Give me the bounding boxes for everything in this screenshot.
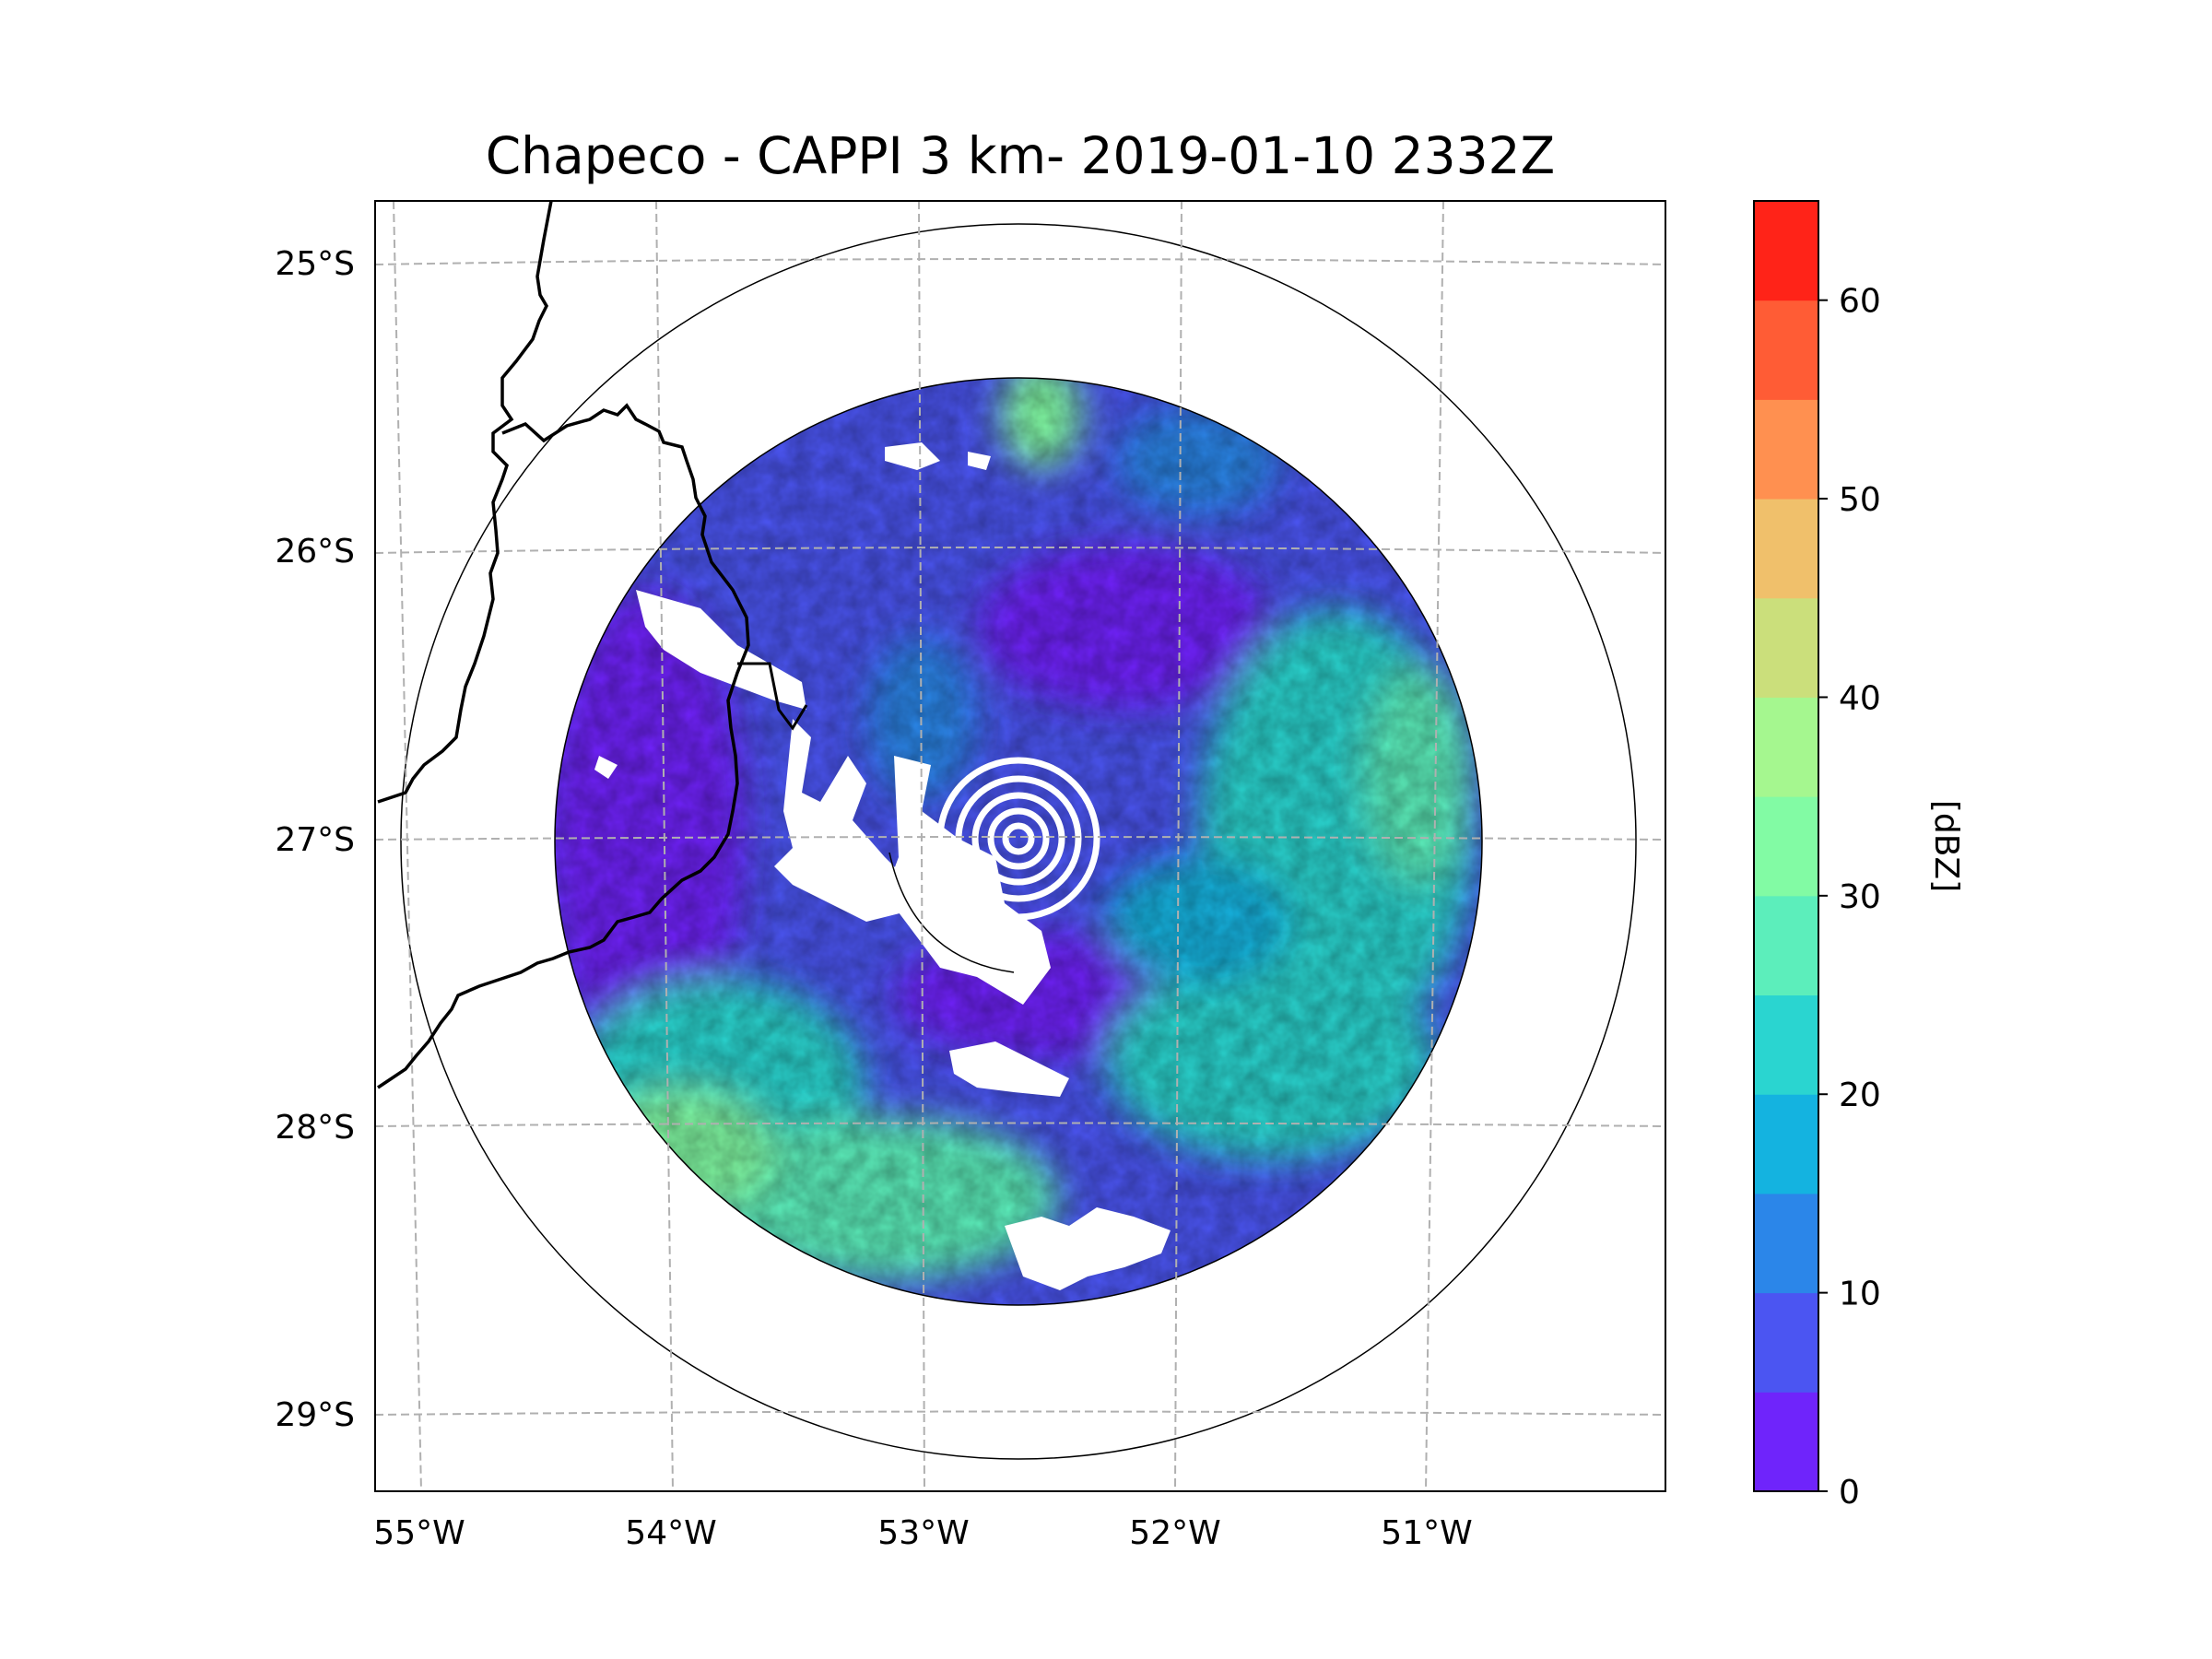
gridline-lon [918,201,925,1491]
colorbar-tick-label: 30 [1839,878,1881,916]
gridline-lat [375,258,1665,265]
border-santa-catarina [377,403,750,1089]
beam-blockage-arc [888,852,1015,973]
no-echo-west-center [774,719,912,922]
radar-texture [555,378,1482,1305]
colorbar-tick-label: 10 [1839,1276,1881,1313]
gridline-lat [375,836,1665,841]
lon-label: 51°W [1381,1514,1472,1552]
map-area [374,200,1666,1492]
colorbar-tick-label: 20 [1839,1077,1881,1114]
gridline-lat [375,1122,1665,1127]
lat-label: 25°S [275,245,355,283]
clutter-ring [936,757,1100,921]
political-borders [377,201,750,1089]
longitude-labels: 55°W 54°W 53°W 52°W 51°W [373,1514,1472,1552]
no-echo-center [885,756,1051,1005]
no-echo-north-a [885,442,940,470]
gridline-lon [655,201,674,1491]
colorbar-label: [dBZ] [1927,800,1965,892]
lat-label: 27°S [275,821,355,859]
lat-label: 29°S [275,1396,355,1434]
colorbar-swatch [1754,796,1818,897]
colorbar-swatch [1754,300,1818,400]
lon-label: 54°W [625,1514,716,1552]
lon-label: 53°W [877,1514,969,1552]
lat-label: 26°S [275,533,355,571]
colorbar-swatch [1754,399,1818,500]
colorbar-swatch [1754,895,1818,996]
gridlines [375,201,1665,1491]
lon-label: 55°W [373,1514,465,1552]
clutter-ring [955,775,1082,902]
colorbar-tick-label: 50 [1839,481,1881,519]
map-frame [374,200,1666,1492]
clutter-rings [936,757,1100,921]
colorbar-swatch [1754,994,1818,1095]
radar-coverage-circle [554,377,1483,1306]
gridline-lon [393,201,422,1491]
colorbar-frame [1753,200,1819,1492]
outer-range-circle [400,223,1637,1460]
colorbar-swatch [1754,499,1818,599]
chart-title: Chapeco - CAPPI 3 km- 2019-01-10 2332Z [486,126,1555,185]
colorbar-swatch [1754,597,1818,698]
no-echo-west-speck [594,756,618,779]
colorbar-swatch [1754,697,1818,797]
clutter-ring [987,807,1050,870]
colorbar-swatch [1754,1193,1818,1294]
colorbar-ticks: 0 10 20 30 40 50 60 [1818,283,1881,1512]
latitude-labels: 25°S 26°S 27°S 28°S 29°S [275,245,355,1434]
colorbar-swatch [1754,1094,1818,1194]
gridline-lat [375,547,1665,554]
no-echo-north-b [968,452,991,470]
colorbar-tick-label: 60 [1839,283,1881,321]
border-argentina-brazil [377,201,553,804]
no-echo-regions [594,442,1171,1290]
gridline-lat [375,1410,1665,1416]
radar-reflectivity-field [555,378,1482,1305]
gridline-lon [1425,201,1444,1491]
no-echo-northwest [636,590,806,710]
colorbar-swatch [1754,1292,1818,1393]
no-echo-far-south [1005,1207,1171,1290]
clutter-ring [971,792,1065,886]
colorbar-tick-label: 0 [1839,1474,1860,1512]
clutter-ring [1002,822,1035,855]
lon-label: 52°W [1129,1514,1220,1552]
gridline-lon [1174,201,1182,1491]
colorbar-swatch [1754,1392,1818,1492]
colorbar-tick-label: 40 [1839,679,1881,717]
no-echo-south [949,1041,1069,1097]
lat-label: 28°S [275,1109,355,1147]
colorbar-swatch [1754,201,1818,301]
colorbar-swatches [1754,201,1818,1492]
colorbar: 0 10 20 30 40 50 60 [dBZ] [1753,200,1965,1512]
border-segment [737,662,808,731]
